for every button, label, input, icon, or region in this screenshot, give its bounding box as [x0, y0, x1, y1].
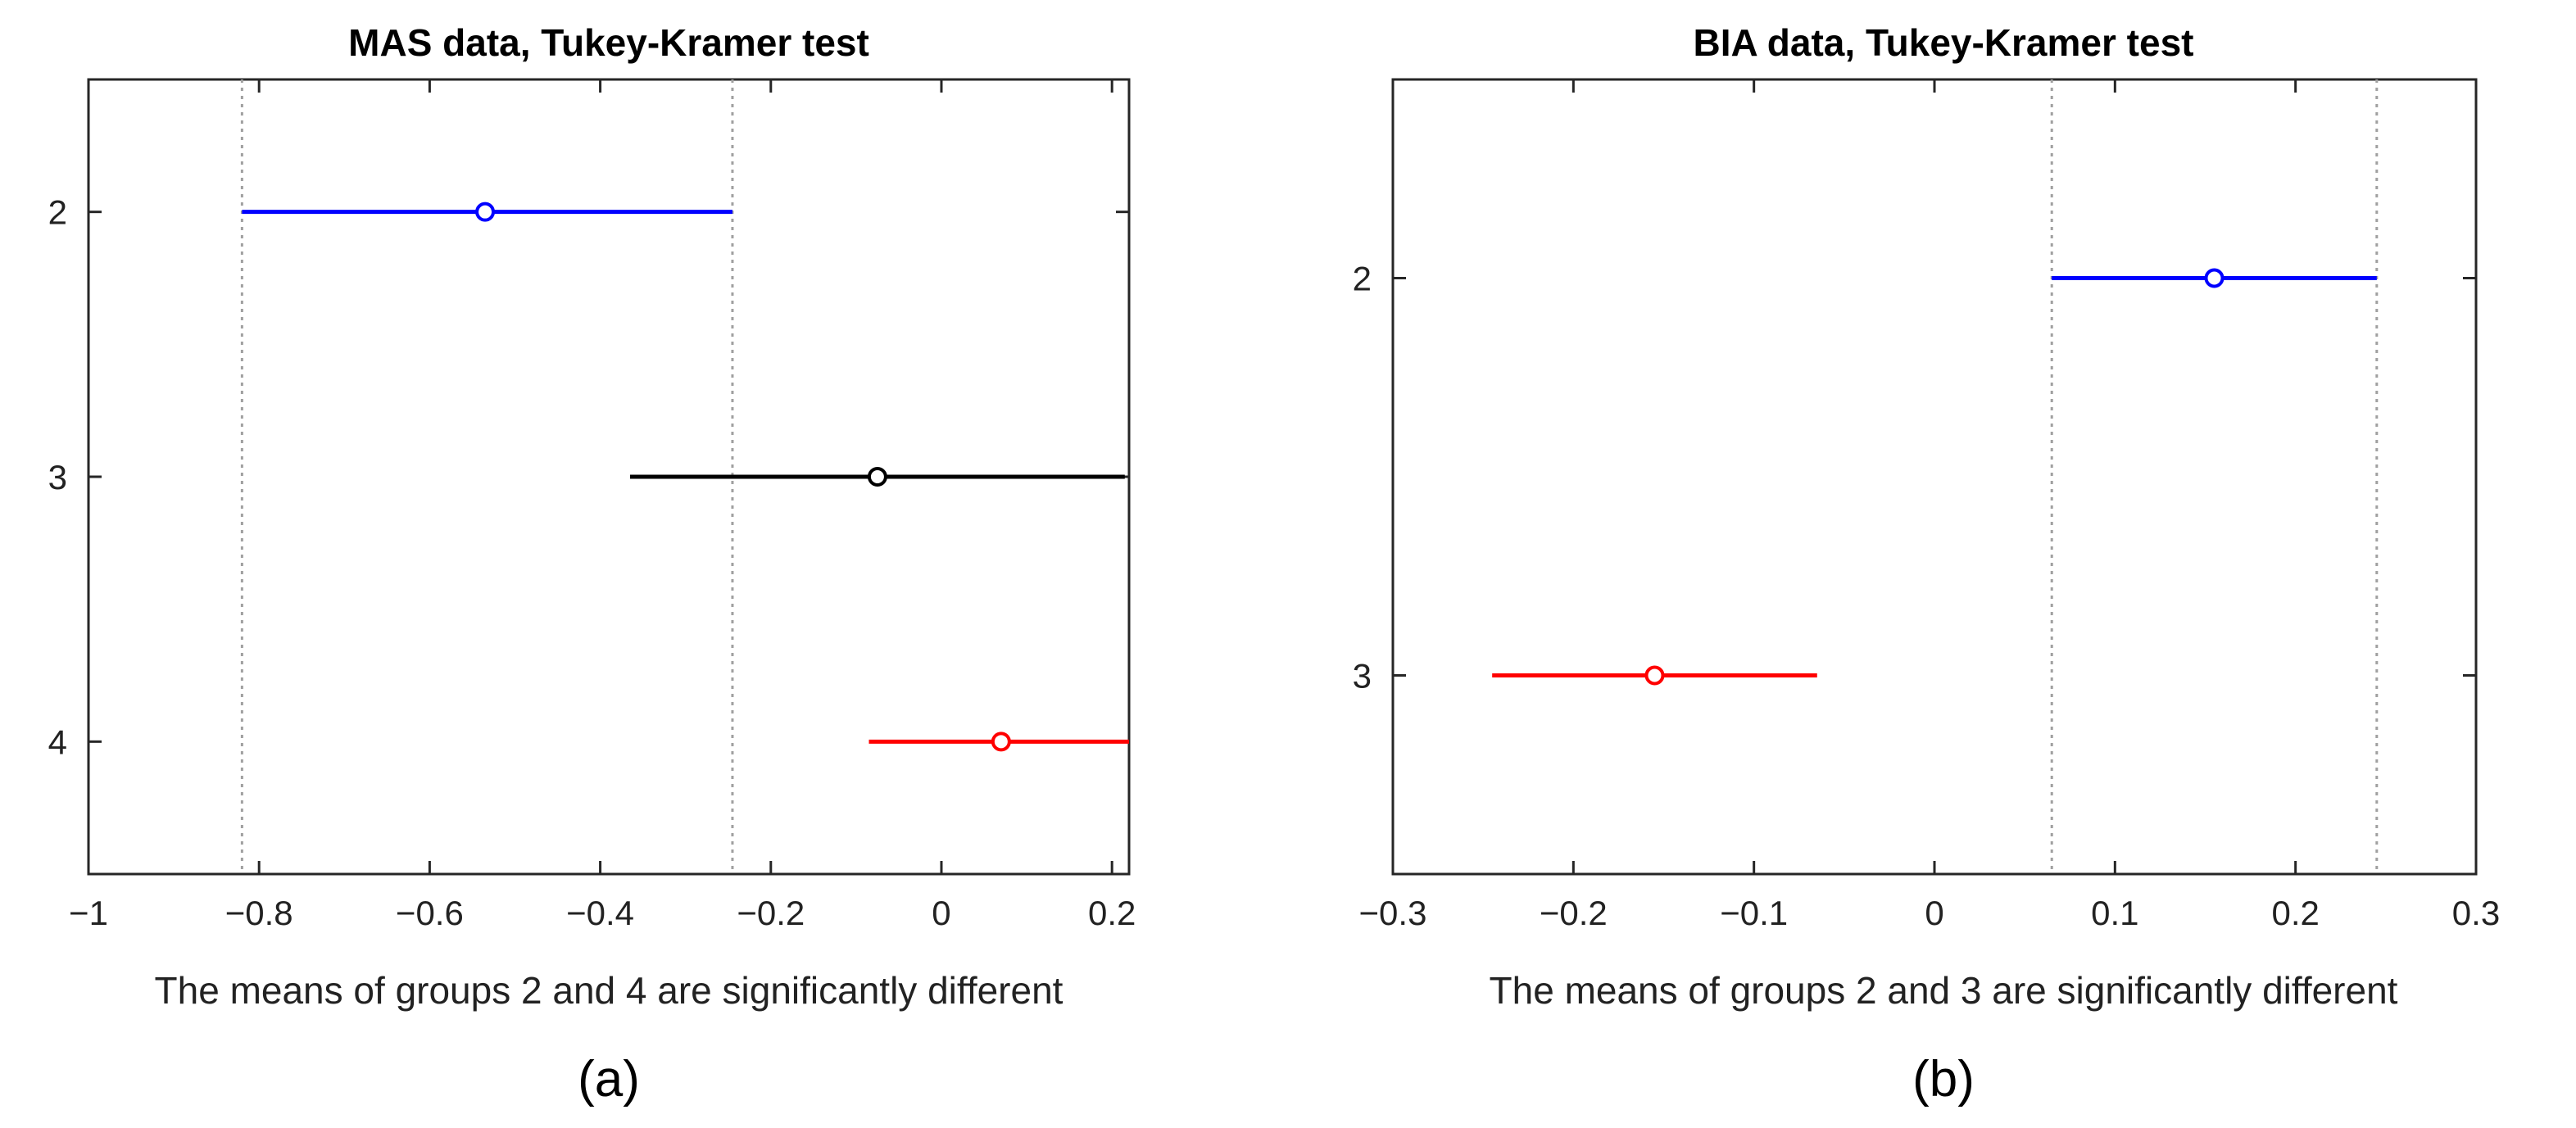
panel-b-caption: (b): [1912, 1051, 1975, 1108]
panel-a-mean-marker-group-3: [867, 467, 887, 487]
panel-a-plot-area: −1 −0.8 −0.6 −0.4 −0.2 0 0.2 2 3 4: [48, 78, 1136, 932]
panel-b-xlabel: The means of groups 2 and 3 are signific…: [1490, 969, 2398, 1012]
panel-b-mean-marker-group-2: [2204, 268, 2225, 288]
panel-a-xtick-label: −0.6: [396, 894, 464, 932]
panel-a-ytick-label: 4: [48, 723, 67, 761]
panel-a-ytick-label: 2: [48, 193, 67, 232]
panel-a-xtick-label: 0.2: [1088, 894, 1136, 932]
panel-a-mas: MAS data, Tukey-Kramer test −1 −0.8 −0.6 −0…: [48, 21, 1136, 1108]
panel-b-xtick-label: 0: [1925, 894, 1943, 932]
panel-b-ytick-label: 2: [1353, 260, 1372, 298]
panel-b-bia: BIA data, Tukey-Kramer test −0.3 −0.2 −0.1…: [1353, 21, 2501, 1108]
panel-b-xtick-label: 0.3: [2452, 894, 2500, 932]
panel-a-title: MAS data, Tukey-Kramer test: [348, 21, 869, 64]
panel-a-xtick-label: −0.8: [225, 894, 293, 932]
panel-b-xtick-label: 0.2: [2271, 894, 2319, 932]
panel-a-xtick-label: −0.4: [566, 894, 634, 932]
panel-a-xtick-label: −0.2: [737, 894, 805, 932]
panel-b-xtick-label: 0.1: [2091, 894, 2138, 932]
panel-b-mean-marker-group-3: [1644, 665, 1665, 686]
panel-b-title: BIA data, Tukey-Kramer test: [1694, 21, 2194, 64]
panel-b-xtick-label: −0.3: [1359, 894, 1427, 932]
panel-a-mean-marker-group-4: [991, 732, 1011, 752]
panel-a-xtick-label: −1: [69, 894, 108, 932]
panel-b-xtick-label: −0.2: [1540, 894, 1608, 932]
panel-a-caption: (a): [578, 1051, 640, 1108]
panel-a-xtick-label: 0: [932, 894, 950, 932]
panel-b-xtick-label: −0.1: [1720, 894, 1788, 932]
panel-a-mean-marker-group-2: [475, 202, 496, 222]
panel-b-ytick-label: 3: [1353, 657, 1372, 695]
panel-a-xlabel: The means of groups 2 and 4 are signific…: [155, 969, 1064, 1012]
panel-a-ytick-label: 3: [48, 458, 67, 496]
panel-b-axes-box: [1391, 78, 2478, 876]
panel-b-plot-area: −0.3 −0.2 −0.1 0 0.1 0.2 0.3 2 3: [1353, 78, 2500, 932]
